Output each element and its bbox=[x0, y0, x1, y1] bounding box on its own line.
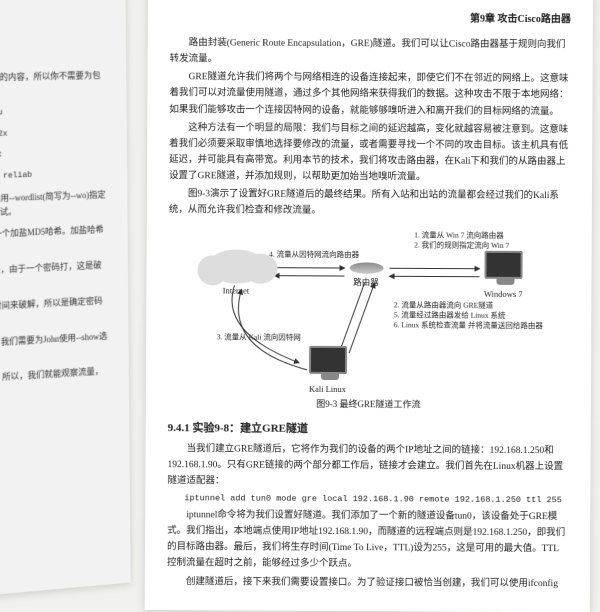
node-kali: Kali Linux bbox=[308, 345, 346, 393]
para-1: 路由封装(Generic Route Encapsulation，GRE)隧道。… bbox=[170, 35, 571, 69]
left-page: 密码的一个采样，将作为我们的字典 个文件，所以我们首先需要执行解压缩 YNF7j… bbox=[0, 0, 131, 610]
para-7: 创建隧道后，接下来我们需要设置接口。为了验证接口被恰当创建，我们可以使用ifco… bbox=[167, 574, 568, 592]
annot-1: 1. 流量从 Win 7 流向路由器 bbox=[414, 230, 504, 240]
node-win7: Windows 7 bbox=[484, 250, 523, 298]
frag-2: 个文件，所以我们首先需要执行解压缩 bbox=[0, 26, 106, 44]
router-icon bbox=[349, 262, 383, 273]
monitor-icon-kali bbox=[308, 345, 346, 373]
chapter-header: 第9章 攻击Cisco路由器 bbox=[170, 8, 571, 25]
annot-3: 4. 流量从因特网流向路由器 bbox=[269, 249, 359, 259]
section-heading: 9.4.1 实验9-8：建立GRE隧道 bbox=[168, 419, 569, 437]
para-4: 图9-3演示了设置好GRE隧道后的最终结果。所有入站和出站的流量都会经过我们的K… bbox=[169, 186, 570, 220]
frag-4: 解释。我们将这个字符串放入到目标文件的内容，所以你不需要为包含有类似 bbox=[0, 69, 106, 103]
right-page: 第9章 攻击Cisco路由器 路由封装(Generic Route Encaps… bbox=[145, 0, 593, 612]
code-1: iptunnel add tun0 mode gre local 192.168… bbox=[184, 493, 568, 505]
node-internet: Internet bbox=[207, 249, 265, 295]
kali-label: Kali Linux bbox=[308, 383, 346, 393]
para-6: iptunnel命令将为我们设置好隧道。我们添加了一个新的隧道设备tun0，该设… bbox=[167, 507, 568, 574]
frag-6: 3 [128/128 SSE2 intrinsics 12x bbox=[0, 125, 107, 145]
monitor-icon bbox=[484, 250, 522, 278]
frag-8: all of the cracked passwords reliab bbox=[0, 166, 107, 188]
frag-7: (Tue Jan 14 10:55:57 2014) c: bbox=[0, 146, 107, 167]
para-3: 这种方法有一个明显的局限：我们与目标之间的延迟越高，变化就越容易被注意到。这意味… bbox=[169, 120, 570, 187]
annot-5a: 2. 流量从路由器流向 GRE隧道 bbox=[394, 300, 493, 310]
frag-3: YNF7jfimzBtV4/' > type5 bbox=[0, 48, 106, 66]
cloud-icon bbox=[207, 249, 265, 283]
frag-5: //usr/share/wordlists/rockyou bbox=[0, 104, 106, 124]
frag-9: 文件名。在这里，我们指定自己的文件作用--wordlist(简写为--wo)指定… bbox=[0, 187, 107, 225]
node-router: 路由器 bbox=[349, 262, 383, 288]
frag-1: 密码的一个采样，将作为我们的字典 bbox=[0, 5, 106, 22]
internet-label: Internet bbox=[207, 285, 265, 295]
frag-11: 们看到，enable密码是"Abc123!"，但后来，由于一个密码打，这是破解C… bbox=[0, 258, 108, 299]
frag-14: 是确定如何利用。路由器处理数据每周。所以，我们就能观察流量，进出这些 bbox=[0, 364, 109, 409]
para-2: GRE隧道允许我们将两个与网络相连的设备连接起来，即使它们不在邻近的网络上。这意… bbox=[169, 69, 570, 120]
annot-2: 2. 我们的规则指定流向 Win 7 bbox=[414, 240, 509, 250]
annot-5b: 5. 流量经过路由器发给 Linux 系统 bbox=[394, 310, 506, 320]
figure-caption: 图9-3 最终GRE隧道工作流 bbox=[168, 396, 569, 411]
router-label: 路由器 bbox=[349, 276, 383, 288]
para-5: 当我们建立GRE隧道后，它将作为我们的设备的两个IP地址之间的链接：192.16… bbox=[167, 441, 568, 492]
win7-label: Windows 7 bbox=[484, 288, 523, 298]
annot-5c: 6. Linux 系统检查流量 并将流量送回给路由器 bbox=[394, 320, 543, 331]
annot-4: 3. 流量从 Kali 流向因特网 bbox=[217, 332, 301, 342]
frag-10: 文件中包含一个MD5哈希。虽然这里是一个加盐MD5哈希。加盐哈希有一定的随机"盐… bbox=[0, 223, 108, 262]
gre-tunnel-diagram: Internet 路由器 Windows 7 Kali Linux 1. 流量从… bbox=[178, 227, 559, 394]
